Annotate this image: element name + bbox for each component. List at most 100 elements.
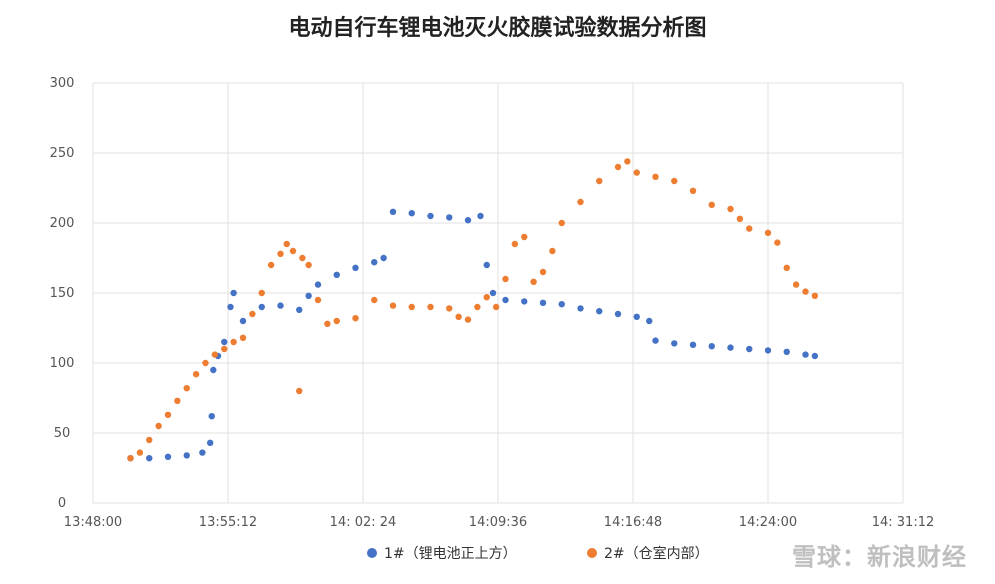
data-point: [446, 305, 453, 312]
data-point: [333, 317, 340, 325]
data-point: [746, 345, 753, 353]
data-point: [511, 240, 519, 248]
y-tick-label: 250: [50, 146, 75, 161]
data-point: [483, 294, 490, 301]
data-point: [446, 214, 453, 221]
data-point: [206, 439, 214, 446]
x-tick-label: 13:55:12: [199, 515, 257, 530]
series-1: [127, 208, 819, 462]
data-point: [614, 310, 622, 318]
data-point: [199, 449, 206, 456]
data-point: [489, 289, 497, 297]
data-point: [164, 453, 172, 460]
data-point: [289, 247, 297, 255]
watermark: 雪球：新浪财经: [792, 543, 967, 571]
data-point: [792, 281, 800, 288]
data-point: [389, 302, 397, 309]
data-point: [736, 215, 744, 222]
data-point: [324, 320, 331, 327]
data-point: [283, 240, 290, 248]
legend-marker: [587, 548, 597, 558]
x-tick-label: 14:16:48: [604, 515, 662, 530]
data-point: [277, 250, 284, 257]
data-point: [183, 452, 190, 459]
data-point: [136, 449, 144, 456]
data-point: [652, 173, 659, 180]
data-point: [708, 343, 715, 350]
data-point: [296, 306, 303, 313]
data-point: [727, 205, 734, 213]
data-point: [774, 239, 781, 246]
data-point: [539, 299, 547, 306]
data-point: [502, 296, 509, 304]
data-point: [746, 225, 753, 232]
data-point: [146, 455, 153, 462]
data-point: [305, 261, 312, 269]
data-point: [811, 352, 819, 360]
data-point: [727, 344, 734, 351]
legend-marker: [367, 548, 377, 558]
data-point: [249, 310, 256, 318]
data-point: [221, 345, 228, 353]
data-point: [146, 436, 153, 444]
data-point: [474, 303, 481, 311]
data-point: [296, 387, 303, 395]
x-tick-label: 14: 02: 24: [330, 515, 397, 530]
data-point: [464, 217, 472, 224]
data-point: [408, 210, 415, 217]
data-point: [192, 371, 200, 378]
data-point: [267, 261, 275, 269]
data-point: [202, 359, 209, 367]
y-tick-label: 150: [50, 286, 75, 301]
data-point: [633, 313, 640, 320]
data-point: [258, 289, 265, 297]
data-point: [230, 289, 237, 297]
data-point: [183, 385, 190, 392]
data-point: [577, 198, 584, 206]
data-point: [230, 338, 237, 346]
data-point: [210, 366, 217, 374]
data-point: [483, 261, 490, 269]
y-tick-label: 0: [58, 496, 66, 511]
data-point: [764, 229, 772, 236]
data-point: [477, 212, 484, 220]
data-point: [671, 340, 678, 347]
data-point: [314, 281, 322, 288]
data-point: [802, 288, 809, 295]
data-point: [127, 455, 134, 462]
data-point: [596, 177, 603, 185]
y-axis-tick-labels: 0 50 100 150 200 250 300: [50, 76, 75, 511]
y-tick-label: 100: [50, 356, 75, 371]
data-point: [811, 292, 819, 299]
data-point: [299, 254, 306, 262]
data-point: [689, 341, 697, 348]
data-point: [492, 303, 500, 311]
data-point: [164, 411, 172, 418]
data-point: [671, 177, 678, 185]
data-point: [239, 317, 247, 325]
x-axis-tick-labels: 13:48:00 13:55:12 14: 02: 24 14:09:36 14:16:…: [64, 515, 934, 530]
data-point: [408, 303, 415, 311]
data-point: [558, 301, 565, 308]
x-tick-label: 14: 31:12: [872, 515, 935, 530]
series-layer: [127, 158, 819, 462]
data-point: [549, 247, 556, 255]
grid-lines: [92, 82, 904, 504]
x-tick-label: 13:48:00: [64, 515, 122, 530]
data-point: [155, 422, 162, 430]
data-point: [352, 264, 359, 271]
data-point: [314, 296, 322, 304]
data-point: [208, 413, 215, 420]
y-tick-label: 300: [50, 76, 75, 91]
data-point: [558, 219, 565, 227]
data-point: [783, 264, 790, 271]
data-point: [614, 163, 622, 171]
data-point: [802, 351, 809, 358]
chart-title: 电动自行车锂电池灭火胶膜试验数据分析图: [288, 16, 707, 41]
data-point: [539, 268, 547, 276]
data-point: [277, 302, 284, 309]
data-point: [596, 308, 603, 315]
data-point: [652, 337, 659, 344]
data-point: [464, 316, 472, 323]
